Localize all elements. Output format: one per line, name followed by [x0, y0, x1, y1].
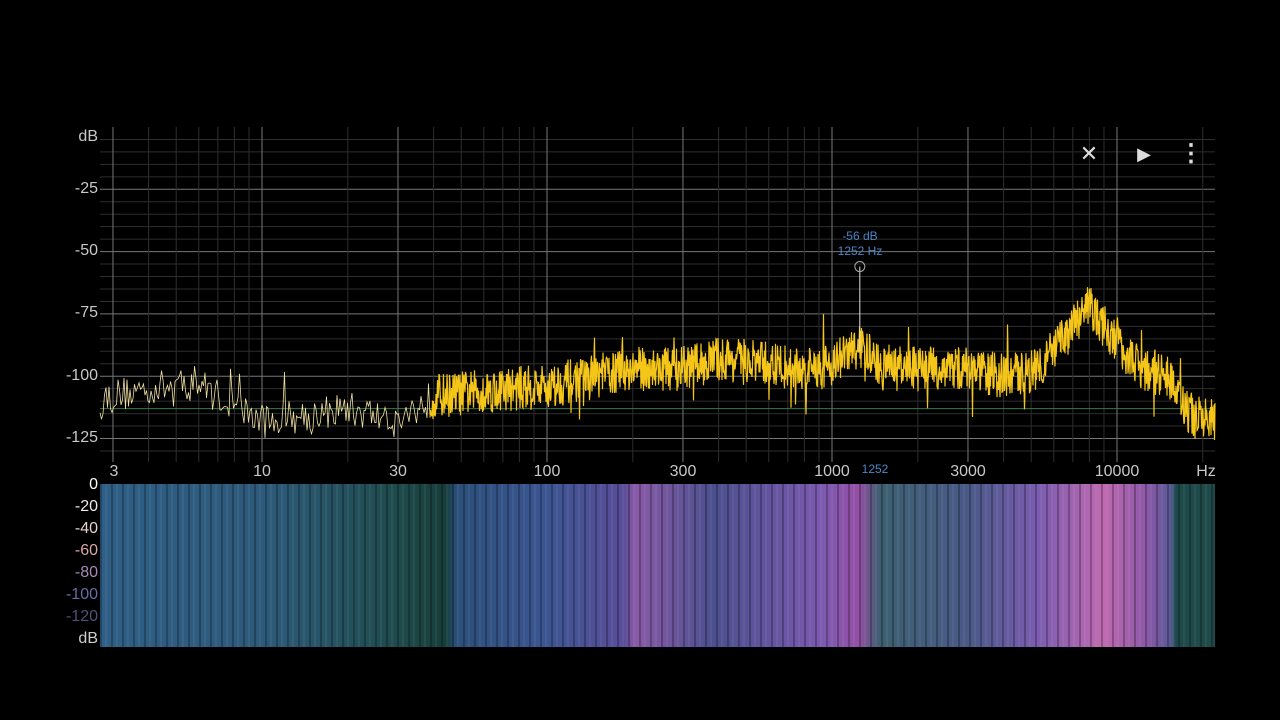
- marker-db: -56 dB: [842, 229, 878, 243]
- peak-marker-circle: [854, 261, 866, 273]
- play-button[interactable]: ▶: [1130, 140, 1158, 168]
- colorbar-tick: 0: [89, 476, 98, 493]
- x-tick: 10000: [1094, 463, 1140, 480]
- x-tick: 100: [533, 463, 561, 480]
- x-tick: 30: [389, 463, 407, 480]
- colorbar-tick: -100: [65, 586, 98, 603]
- x-tick: 300: [669, 463, 697, 480]
- x-tick: 3: [109, 463, 119, 480]
- colorbar-tick: -60: [74, 542, 98, 559]
- close-button[interactable]: ✕: [1075, 140, 1103, 168]
- colorbar-unit: dB: [78, 630, 98, 647]
- spectrogram[interactable]: [100, 484, 1215, 647]
- y-tick: -25: [74, 180, 98, 197]
- more-options-button[interactable]: ⋮: [1177, 140, 1205, 168]
- peak-marker-label[interactable]: -56 dB 1252 Hz: [820, 229, 900, 259]
- close-icon: ✕: [1079, 141, 1099, 166]
- colorbar-tick: -80: [74, 564, 98, 581]
- colorbar-tick: -40: [74, 520, 98, 537]
- play-icon: ▶: [1137, 144, 1151, 164]
- more-vert-icon: ⋮: [1179, 140, 1203, 167]
- x-tick: 3000: [950, 463, 986, 480]
- marker-hz: 1252 Hz: [837, 244, 883, 258]
- y-tick: -75: [74, 304, 98, 321]
- x-axis-unit: Hz: [1196, 463, 1216, 480]
- y-tick: -100: [65, 367, 98, 384]
- x-tick: 10: [253, 463, 271, 480]
- spectrum-plot[interactable]: [0, 0, 1280, 484]
- y-axis-unit: dB: [78, 128, 98, 145]
- marker-axis-label: 1252: [861, 462, 889, 476]
- colorbar-tick: -20: [74, 498, 98, 515]
- x-tick: 1000: [814, 463, 850, 480]
- spectrum-trace: [429, 287, 1216, 441]
- colorbar-tick: -120: [65, 608, 98, 625]
- y-tick: -50: [74, 242, 98, 259]
- y-tick: -125: [65, 429, 98, 446]
